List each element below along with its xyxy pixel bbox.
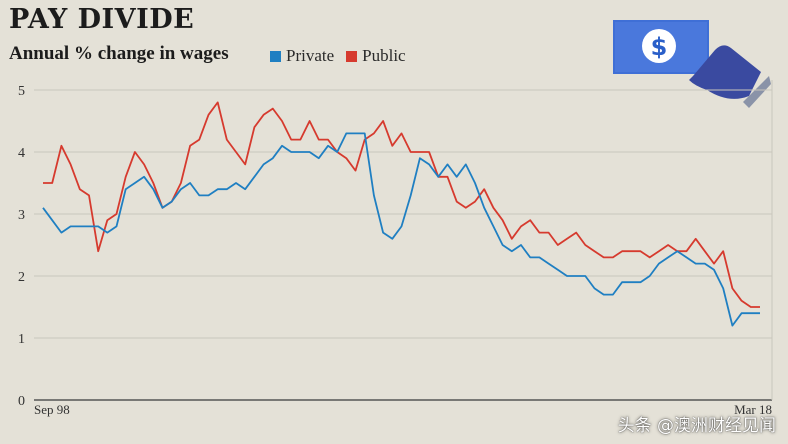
legend-item-private: Private <box>270 46 334 66</box>
x-axis-labels: Sep 98 Mar 18 <box>34 402 772 417</box>
cuff-shape <box>743 76 771 108</box>
coin-circle <box>642 29 676 63</box>
dollar-bill-hand-icon: $ <box>611 20 771 112</box>
y-tick-label: 4 <box>18 146 25 161</box>
grid-lines <box>34 80 773 401</box>
x-tick-label-end: Mar 18 <box>734 402 772 417</box>
y-axis-ticks: 0 1 2 3 4 5 <box>18 84 25 409</box>
legend-label-private: Private <box>286 46 335 65</box>
series-line-private <box>42 132 760 327</box>
dollar-sign-icon: $ <box>651 33 668 61</box>
legend-item-public: Public <box>346 46 406 66</box>
chart-legend: Private Public <box>270 46 406 66</box>
legend-swatch-private <box>270 50 281 62</box>
y-tick-label: 1 <box>18 332 25 347</box>
y-tick-label: 5 <box>18 84 25 99</box>
y-tick-label: 2 <box>18 270 25 285</box>
x-tick-label-start: Sep 98 <box>34 402 70 417</box>
watermark-text: 头条 @澳洲财经见闻 <box>617 416 776 436</box>
chart-subtitle: Annual % change in wages <box>9 43 229 64</box>
hand-shape <box>689 45 761 99</box>
y-tick-label: 3 <box>18 208 25 223</box>
chart-title: PAY DIVIDE <box>9 4 195 35</box>
y-tick-label: 0 <box>18 394 25 409</box>
legend-label-public: Public <box>362 46 406 65</box>
series-lines <box>42 101 760 327</box>
legend-swatch-public <box>346 50 358 62</box>
